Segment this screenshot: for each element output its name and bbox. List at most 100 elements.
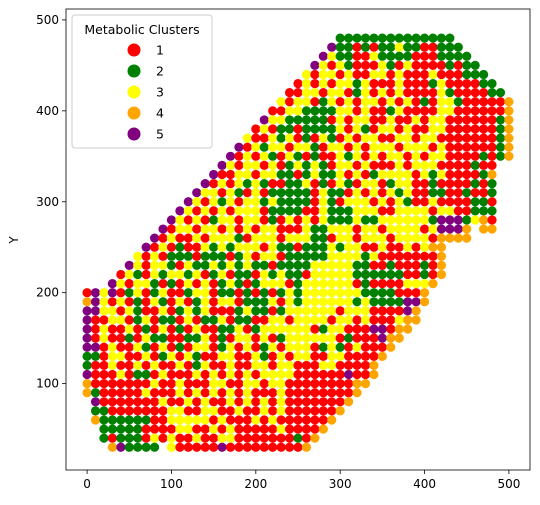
point-cluster-1 [403, 88, 413, 98]
point-cluster-1 [419, 106, 430, 116]
point-cluster-2 [166, 251, 177, 261]
point-cluster-2 [166, 260, 177, 271]
point-cluster-3 [268, 342, 278, 352]
point-cluster-5 [183, 197, 193, 207]
point-cluster-3 [251, 160, 261, 170]
point-cluster-1 [344, 142, 354, 152]
point-cluster-3 [276, 315, 286, 325]
point-cluster-3 [301, 233, 312, 243]
point-cluster-1 [369, 260, 379, 271]
point-cluster-1 [284, 97, 295, 107]
point-cluster-1 [344, 360, 354, 371]
point-cluster-1 [209, 433, 219, 443]
point-cluster-1 [419, 42, 430, 52]
point-cluster-1 [310, 369, 320, 380]
point-cluster-3 [276, 269, 286, 280]
point-cluster-1 [453, 206, 463, 216]
point-cluster-2 [344, 60, 354, 70]
point-cluster-3 [124, 324, 134, 334]
point-cluster-1 [318, 151, 328, 161]
point-cluster-1 [394, 288, 404, 298]
point-cluster-3 [183, 206, 193, 216]
point-cluster-2 [411, 33, 421, 43]
point-cluster-1 [360, 333, 371, 343]
point-cluster-2 [175, 242, 185, 252]
point-cluster-1 [411, 260, 421, 271]
point-cluster-1 [217, 388, 227, 398]
point-cluster-3 [369, 51, 379, 61]
point-cluster-1 [149, 306, 160, 316]
point-cluster-3 [301, 288, 312, 298]
point-cluster-3 [436, 88, 447, 98]
point-cluster-3 [369, 69, 379, 80]
point-cluster-1 [369, 351, 379, 361]
point-cluster-2 [116, 415, 126, 425]
point-cluster-1 [259, 379, 269, 389]
point-cluster-3 [301, 342, 312, 352]
point-cluster-3 [360, 97, 371, 107]
point-cluster-1 [352, 178, 362, 189]
point-cluster-1 [217, 424, 227, 434]
legend-marker-1 [127, 43, 141, 57]
point-cluster-2 [403, 197, 413, 207]
point-cluster-1 [116, 406, 126, 416]
point-cluster-1 [107, 379, 117, 389]
scatter-points [82, 33, 514, 452]
point-cluster-1 [234, 197, 244, 207]
point-cluster-3 [436, 142, 447, 152]
point-cluster-1 [462, 115, 472, 125]
point-cluster-1 [225, 178, 236, 189]
point-cluster-1 [149, 324, 160, 334]
point-cluster-3 [217, 315, 227, 325]
point-cluster-4 [369, 369, 379, 380]
point-cluster-3 [158, 260, 168, 271]
point-cluster-1 [360, 69, 371, 80]
point-cluster-3 [310, 306, 320, 316]
point-cluster-2 [133, 433, 143, 443]
point-cluster-2 [217, 279, 227, 289]
point-cluster-3 [377, 242, 387, 252]
point-cluster-3 [344, 306, 354, 316]
point-cluster-2 [445, 60, 455, 70]
point-cluster-1 [116, 269, 126, 280]
point-cluster-1 [335, 197, 345, 207]
point-cluster-1 [377, 251, 387, 261]
point-cluster-3 [360, 133, 371, 143]
point-cluster-2 [318, 178, 328, 189]
point-cluster-2 [259, 342, 269, 352]
point-cluster-3 [419, 142, 430, 152]
point-cluster-3 [335, 251, 345, 261]
point-cluster-1 [234, 288, 244, 298]
point-cluster-3 [335, 260, 345, 271]
point-cluster-2 [166, 279, 177, 289]
point-cluster-3 [107, 342, 117, 352]
point-cluster-3 [293, 351, 303, 361]
point-cluster-3 [301, 324, 312, 334]
point-cluster-1 [217, 169, 227, 180]
point-cluster-5 [445, 224, 455, 234]
point-cluster-3 [301, 97, 312, 107]
point-cluster-1 [327, 315, 337, 325]
point-cluster-3 [352, 251, 362, 261]
point-cluster-1 [310, 178, 320, 189]
point-cluster-1 [369, 88, 379, 98]
point-cluster-3 [386, 142, 396, 152]
point-cluster-2 [479, 78, 489, 89]
point-cluster-4 [504, 151, 514, 161]
point-cluster-2 [327, 188, 337, 198]
point-cluster-2 [268, 206, 278, 216]
point-cluster-3 [276, 324, 286, 334]
point-cluster-3 [445, 97, 455, 107]
point-cluster-2 [200, 260, 210, 271]
point-cluster-3 [318, 197, 328, 207]
point-cluster-1 [445, 188, 455, 198]
point-cluster-1 [259, 424, 269, 434]
point-cluster-3 [225, 360, 236, 371]
point-cluster-3 [445, 106, 455, 116]
point-cluster-3 [166, 406, 177, 416]
point-cluster-1 [428, 142, 438, 152]
point-cluster-1 [293, 242, 303, 252]
point-cluster-3 [133, 288, 143, 298]
